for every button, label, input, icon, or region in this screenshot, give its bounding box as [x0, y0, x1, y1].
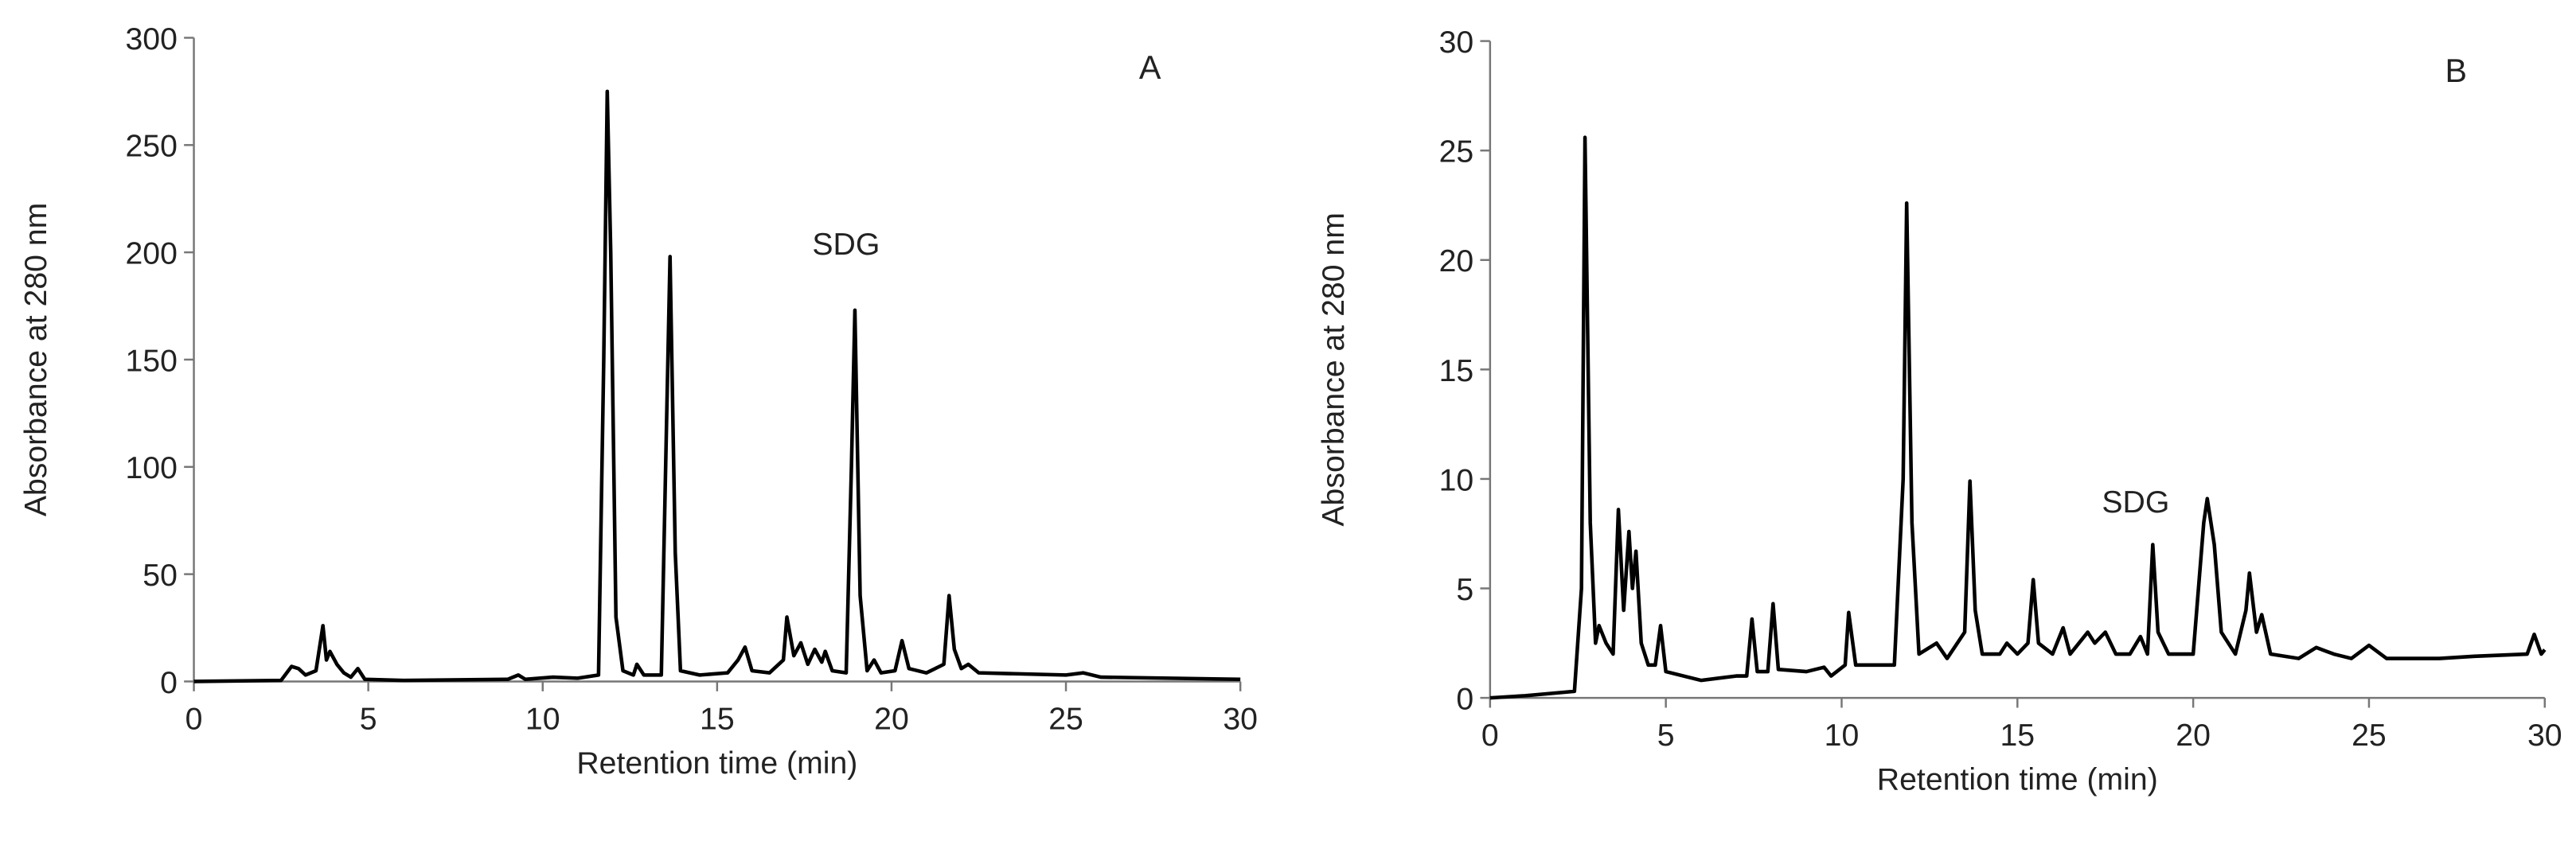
chromatogram-line: [193, 89, 1241, 683]
annotation: SDG: [812, 228, 880, 262]
x-tick-label: 25: [2352, 718, 2387, 753]
x-tick-label: 25: [1048, 702, 1083, 736]
x-tick-label: 30: [1223, 702, 1258, 736]
y-tick-label: 30: [1439, 25, 1474, 60]
y-tick-label: 250: [125, 130, 177, 164]
x-tick-label: 15: [2000, 718, 2035, 753]
panel-label: A: [1139, 49, 1161, 86]
y-tick-label: 100: [125, 451, 177, 485]
panel-label: B: [2445, 53, 2468, 89]
x-tick-label: 15: [700, 702, 735, 736]
y-tick-label: 50: [142, 559, 178, 593]
y-tick-label: 5: [1456, 573, 1473, 607]
x-tick-label: 0: [1481, 718, 1499, 753]
y-tick-label: 10: [1439, 463, 1474, 497]
y-tick-label: 0: [160, 666, 178, 700]
y-axis-label: Absorbance at 280 nm: [19, 203, 53, 516]
annotation: SDG: [2102, 485, 2169, 520]
y-axis-label: Absorbance at 280 nm: [1317, 212, 1351, 526]
x-tick-label: 0: [185, 702, 203, 736]
x-tick-label: 20: [874, 702, 909, 736]
x-tick-label: 10: [525, 702, 560, 736]
x-tick-label: 30: [2527, 718, 2562, 753]
y-tick-label: 300: [125, 22, 177, 56]
x-axis-label: Retention time (min): [1877, 763, 2158, 797]
x-tick-label: 20: [2176, 718, 2211, 753]
y-tick-label: 0: [1456, 683, 1473, 717]
y-tick-label: 20: [1439, 244, 1474, 278]
x-axis-label: Retention time (min): [576, 746, 857, 781]
y-tick-label: 15: [1439, 354, 1474, 388]
y-tick-label: 200: [125, 237, 177, 271]
x-tick-label: 10: [1825, 718, 1860, 753]
x-tick-label: 5: [1657, 718, 1675, 753]
x-tick-label: 5: [360, 702, 377, 736]
chromatogram-line: [1489, 135, 2547, 700]
y-tick-label: 150: [125, 344, 177, 378]
y-tick-label: 25: [1439, 135, 1474, 169]
